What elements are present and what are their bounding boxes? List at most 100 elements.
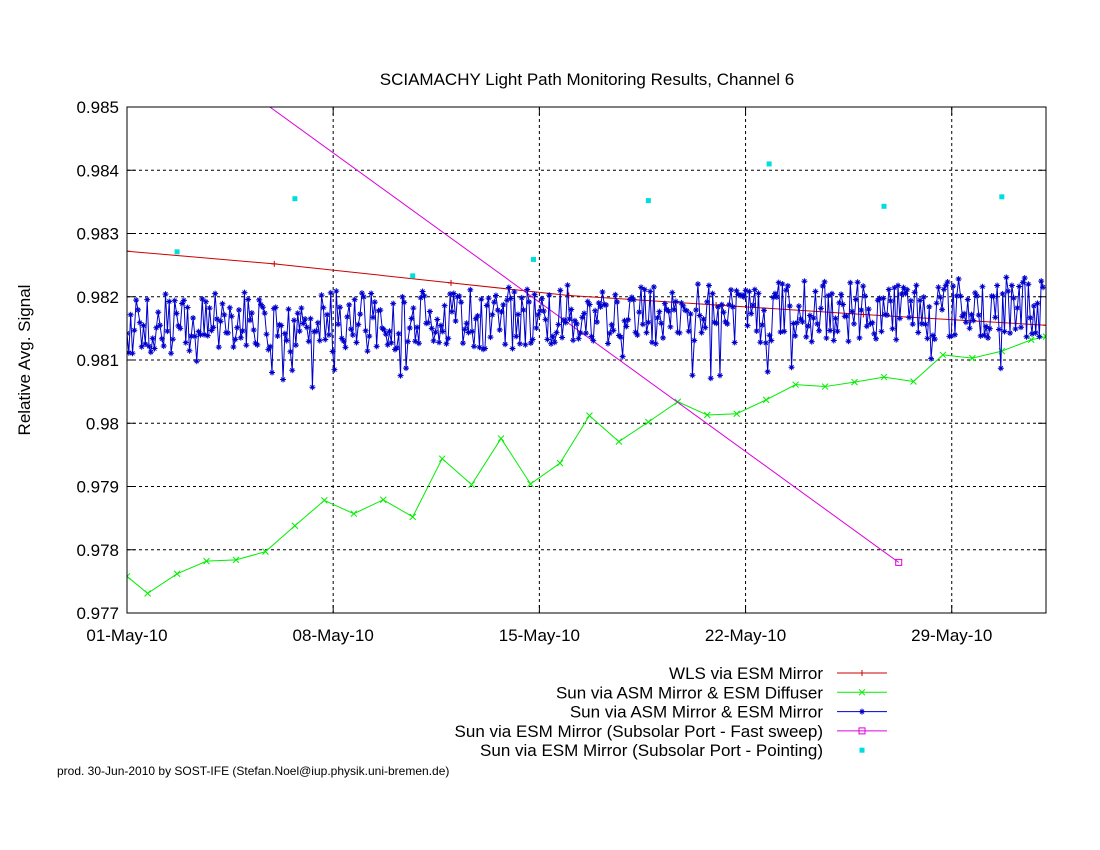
data-point bbox=[1003, 274, 1010, 281]
data-point bbox=[990, 293, 997, 300]
data-point bbox=[494, 307, 501, 314]
data-point bbox=[961, 310, 968, 317]
data-point bbox=[832, 315, 839, 322]
data-point bbox=[320, 304, 327, 311]
data-point bbox=[421, 292, 428, 299]
data-point bbox=[250, 326, 257, 333]
data-point bbox=[202, 298, 209, 305]
data-point bbox=[1012, 325, 1019, 332]
footer-credit: prod. 30-Jun-2010 by SOST-IFE (Stefan.No… bbox=[57, 764, 449, 778]
data-point bbox=[438, 455, 446, 463]
data-point bbox=[750, 302, 757, 309]
data-point bbox=[922, 321, 929, 328]
data-point bbox=[619, 353, 626, 360]
data-point bbox=[263, 331, 270, 338]
data-point bbox=[860, 283, 867, 290]
data-point bbox=[700, 316, 707, 323]
data-point bbox=[314, 319, 321, 326]
data-point bbox=[437, 322, 444, 329]
data-point bbox=[555, 321, 562, 328]
data-point bbox=[136, 319, 143, 326]
data-point bbox=[511, 288, 518, 295]
legend-label: Sun via ESM Mirror (Subsolar Port - Poin… bbox=[480, 741, 823, 760]
data-point bbox=[439, 328, 446, 335]
data-point bbox=[140, 322, 147, 329]
data-point bbox=[524, 286, 531, 293]
data-point bbox=[149, 335, 156, 342]
data-point bbox=[1021, 274, 1028, 281]
data-point bbox=[470, 343, 477, 350]
data-point bbox=[632, 329, 639, 336]
data-point bbox=[647, 288, 654, 295]
data-point bbox=[1023, 333, 1030, 340]
data-point bbox=[430, 337, 437, 344]
data-point bbox=[232, 336, 239, 343]
data-point bbox=[333, 288, 340, 295]
data-point bbox=[232, 556, 240, 564]
data-point bbox=[705, 282, 712, 289]
data-point bbox=[645, 198, 651, 204]
data-point bbox=[127, 349, 132, 356]
data-point bbox=[913, 282, 920, 289]
data-point bbox=[1019, 279, 1026, 286]
data-point bbox=[157, 322, 164, 329]
data-point bbox=[540, 308, 547, 315]
data-point bbox=[144, 590, 151, 597]
data-point bbox=[432, 329, 439, 336]
data-point bbox=[289, 367, 296, 374]
data-point bbox=[560, 317, 567, 324]
x-tick-label: 01-May-10 bbox=[86, 626, 167, 645]
data-point bbox=[806, 312, 813, 319]
data-point bbox=[538, 295, 545, 302]
data-point bbox=[856, 334, 863, 341]
data-point bbox=[627, 296, 634, 303]
data-point bbox=[839, 301, 846, 308]
data-point bbox=[812, 288, 819, 295]
data-point bbox=[716, 372, 723, 379]
data-point bbox=[827, 327, 834, 334]
data-point bbox=[997, 365, 1004, 372]
data-point bbox=[564, 282, 571, 289]
data-point bbox=[410, 273, 416, 279]
data-point bbox=[516, 340, 523, 347]
data-point bbox=[955, 276, 962, 283]
data-point bbox=[770, 294, 777, 301]
data-point bbox=[325, 331, 332, 338]
data-point bbox=[228, 313, 235, 320]
data-point bbox=[1014, 304, 1021, 311]
data-point bbox=[498, 309, 505, 316]
data-point bbox=[628, 294, 635, 301]
data-point bbox=[403, 365, 410, 372]
data-point bbox=[351, 296, 358, 303]
data-point bbox=[742, 287, 749, 294]
data-point bbox=[964, 296, 971, 303]
data-point bbox=[397, 372, 404, 379]
data-point bbox=[959, 313, 966, 320]
data-point bbox=[210, 324, 217, 331]
data-point bbox=[669, 289, 676, 296]
data-point bbox=[858, 306, 865, 313]
data-point bbox=[1040, 284, 1046, 291]
data-point bbox=[786, 302, 793, 309]
data-point bbox=[568, 306, 575, 313]
data-point bbox=[382, 331, 389, 338]
data-point bbox=[443, 340, 450, 347]
x-tick-label: 29-May-10 bbox=[911, 626, 992, 645]
data-point bbox=[817, 305, 824, 312]
data-point bbox=[696, 312, 703, 319]
data-point bbox=[773, 294, 780, 301]
data-point bbox=[680, 302, 687, 309]
data-point bbox=[882, 311, 889, 318]
data-point bbox=[757, 339, 764, 346]
data-point bbox=[995, 326, 1002, 333]
data-point bbox=[174, 249, 180, 255]
data-point bbox=[322, 336, 329, 343]
data-point bbox=[504, 297, 511, 304]
data-point bbox=[1029, 330, 1036, 337]
data-point bbox=[819, 282, 826, 289]
data-point bbox=[876, 295, 883, 302]
data-point bbox=[261, 310, 268, 317]
data-point bbox=[1027, 336, 1035, 344]
data-point bbox=[881, 203, 887, 209]
data-point bbox=[718, 301, 725, 308]
